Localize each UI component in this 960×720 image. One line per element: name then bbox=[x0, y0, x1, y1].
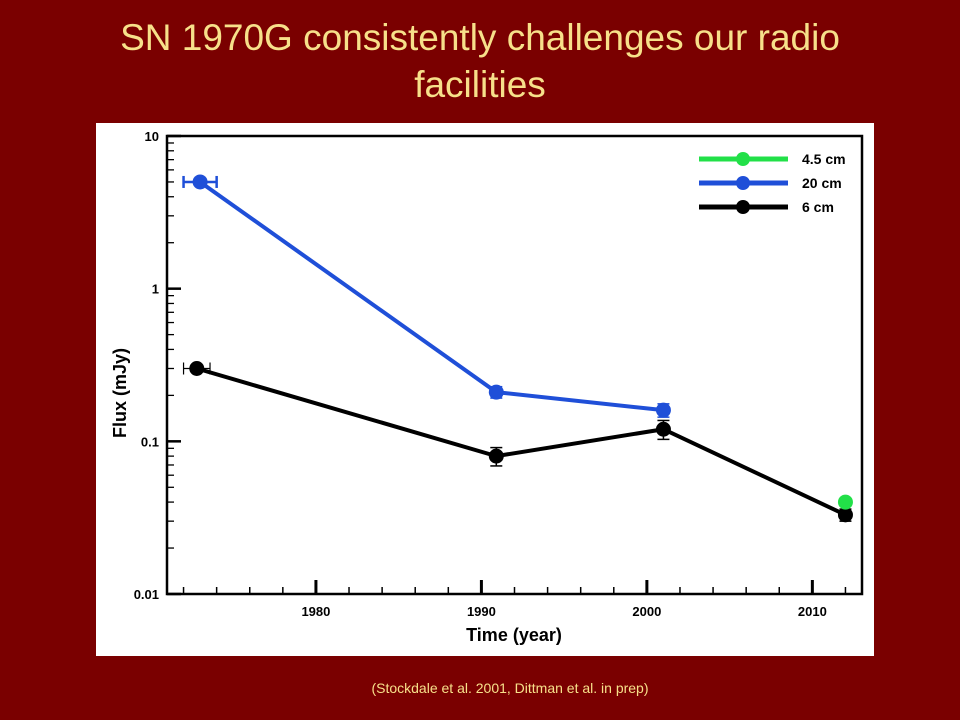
legend-swatch-marker bbox=[736, 200, 750, 214]
slide-title-line-1: SN 1970G consistently challenges our rad… bbox=[120, 17, 840, 58]
data-point bbox=[192, 174, 208, 190]
data-point bbox=[837, 507, 853, 523]
x-tick-label: 1990 bbox=[467, 604, 496, 619]
x-tick-label: 2010 bbox=[798, 604, 827, 619]
data-point bbox=[488, 448, 504, 464]
x-axis-label: Time (year) bbox=[466, 625, 562, 645]
legend-label: 6 cm bbox=[802, 199, 834, 215]
y-axis-label: Flux (mJy) bbox=[110, 348, 130, 438]
chart-panel: 1980 1990 2000 2010 0.01 0.1 1 10 4.5 cm 20 cm 6 … bbox=[96, 123, 874, 656]
legend-label: 4.5 cm bbox=[802, 151, 846, 167]
slide-title-line-2: facilities bbox=[414, 64, 546, 105]
legend-label: 20 cm bbox=[802, 175, 842, 191]
citation: (Stockdale et al. 2001, Dittman et al. i… bbox=[371, 680, 649, 696]
slide-title: SN 1970G consistently challenges our rad… bbox=[0, 14, 960, 108]
y-tick-label: 1 bbox=[152, 282, 159, 297]
series-line bbox=[198, 180, 664, 413]
data-point bbox=[655, 421, 671, 437]
data-point bbox=[655, 402, 671, 418]
data-point bbox=[488, 384, 504, 400]
data-point bbox=[837, 494, 853, 510]
y-tick-label: 0.01 bbox=[134, 587, 159, 602]
y-tick-label: 10 bbox=[145, 129, 159, 144]
series-6-cm bbox=[182, 360, 853, 523]
x-tick-label: 2000 bbox=[632, 604, 661, 619]
x-tick-label: 1980 bbox=[301, 604, 330, 619]
series-20-cm bbox=[182, 174, 671, 418]
legend-swatch-marker bbox=[736, 152, 750, 166]
flux-chart: 1980 1990 2000 2010 0.01 0.1 1 10 4.5 cm 20 cm 6 … bbox=[110, 129, 864, 645]
data-point bbox=[189, 360, 205, 376]
y-tick-label: 0.1 bbox=[141, 434, 159, 449]
series-line bbox=[196, 366, 847, 517]
legend-swatch-marker bbox=[736, 176, 750, 190]
series-4-5-cm bbox=[837, 494, 853, 510]
